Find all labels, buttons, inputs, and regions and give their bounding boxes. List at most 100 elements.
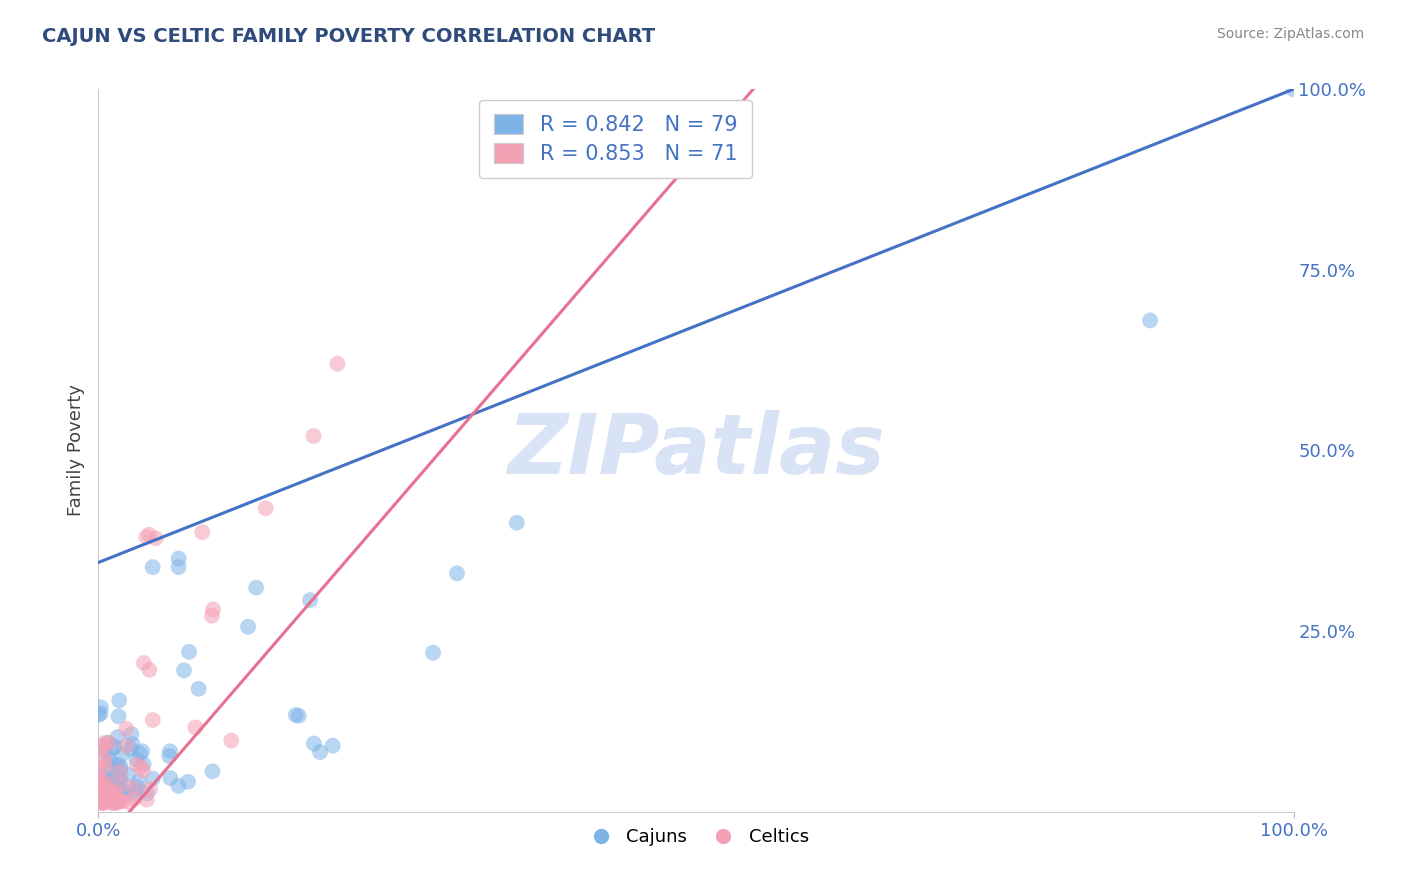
Point — [91, 776, 114, 790]
Point — [104, 793, 127, 807]
Point — [111, 794, 134, 808]
Point — [132, 764, 155, 778]
Point — [167, 779, 190, 793]
Point — [187, 681, 209, 696]
Point — [100, 777, 122, 791]
Point — [104, 772, 127, 787]
Point — [104, 796, 127, 810]
Point — [97, 736, 120, 750]
Point — [89, 739, 111, 754]
Point — [117, 795, 139, 809]
Point — [90, 786, 112, 800]
Point — [107, 793, 129, 807]
Text: ZIPatlas: ZIPatlas — [508, 410, 884, 491]
Point — [177, 774, 200, 789]
Point — [201, 608, 224, 623]
Point — [135, 792, 157, 806]
Point — [110, 782, 132, 797]
Point — [117, 768, 139, 782]
Point — [167, 551, 190, 566]
Point — [94, 760, 117, 774]
Point — [108, 793, 131, 807]
Point — [101, 788, 124, 802]
Point — [236, 620, 259, 634]
Text: CAJUN VS CELTIC FAMILY POVERTY CORRELATION CHART: CAJUN VS CELTIC FAMILY POVERTY CORRELATI… — [42, 27, 655, 45]
Point — [105, 757, 128, 772]
Point — [245, 581, 267, 595]
Point — [91, 769, 114, 783]
Point — [108, 795, 131, 809]
Point — [96, 783, 118, 797]
Point — [446, 566, 468, 581]
Point — [112, 786, 135, 800]
Point — [177, 645, 200, 659]
Point — [142, 772, 165, 786]
Point — [125, 780, 148, 794]
Text: Source: ZipAtlas.com: Source: ZipAtlas.com — [1216, 27, 1364, 41]
Point — [87, 777, 110, 791]
Point — [93, 753, 115, 767]
Point — [90, 795, 112, 809]
Point — [108, 764, 131, 779]
Point — [191, 525, 214, 540]
Point — [108, 693, 131, 707]
Point — [125, 753, 148, 767]
Point — [132, 757, 155, 772]
Point — [87, 782, 110, 797]
Point — [157, 748, 180, 763]
Point — [101, 780, 124, 795]
Point — [254, 501, 277, 516]
Point — [104, 785, 127, 799]
Point — [138, 527, 160, 541]
Point — [91, 794, 114, 808]
Point — [101, 796, 124, 810]
Point — [302, 429, 325, 443]
Point — [115, 785, 138, 799]
Point — [101, 787, 124, 801]
Point — [287, 709, 309, 723]
Point — [97, 759, 120, 773]
Point — [105, 764, 128, 778]
Point — [326, 357, 349, 371]
Point — [136, 786, 159, 800]
Point — [142, 560, 165, 574]
Point — [105, 778, 128, 792]
Point — [101, 789, 124, 803]
Point — [105, 788, 128, 802]
Point — [122, 786, 145, 800]
Point — [91, 796, 114, 810]
Point — [89, 787, 111, 801]
Point — [103, 740, 125, 755]
Point — [98, 776, 121, 790]
Point — [91, 779, 114, 793]
Point — [98, 754, 121, 768]
Point — [115, 739, 138, 753]
Point — [87, 789, 110, 804]
Point — [107, 730, 129, 744]
Point — [1139, 313, 1161, 327]
Point — [91, 796, 114, 810]
Point — [221, 733, 243, 747]
Point — [87, 794, 110, 808]
Point — [110, 763, 132, 777]
Point — [128, 774, 150, 789]
Point — [184, 721, 207, 735]
Point — [94, 738, 117, 752]
Legend: Cajuns, Celtics: Cajuns, Celtics — [576, 821, 815, 854]
Point — [97, 795, 120, 809]
Point — [302, 737, 325, 751]
Point — [506, 516, 529, 530]
Point — [89, 772, 111, 787]
Point — [115, 722, 138, 736]
Point — [122, 781, 145, 796]
Point — [145, 531, 167, 545]
Point — [284, 708, 307, 723]
Point — [131, 744, 153, 758]
Point — [97, 751, 120, 765]
Point — [91, 795, 114, 809]
Point — [159, 771, 181, 785]
Point — [422, 646, 444, 660]
Point — [89, 780, 111, 794]
Point — [96, 782, 118, 797]
Point — [94, 786, 117, 800]
